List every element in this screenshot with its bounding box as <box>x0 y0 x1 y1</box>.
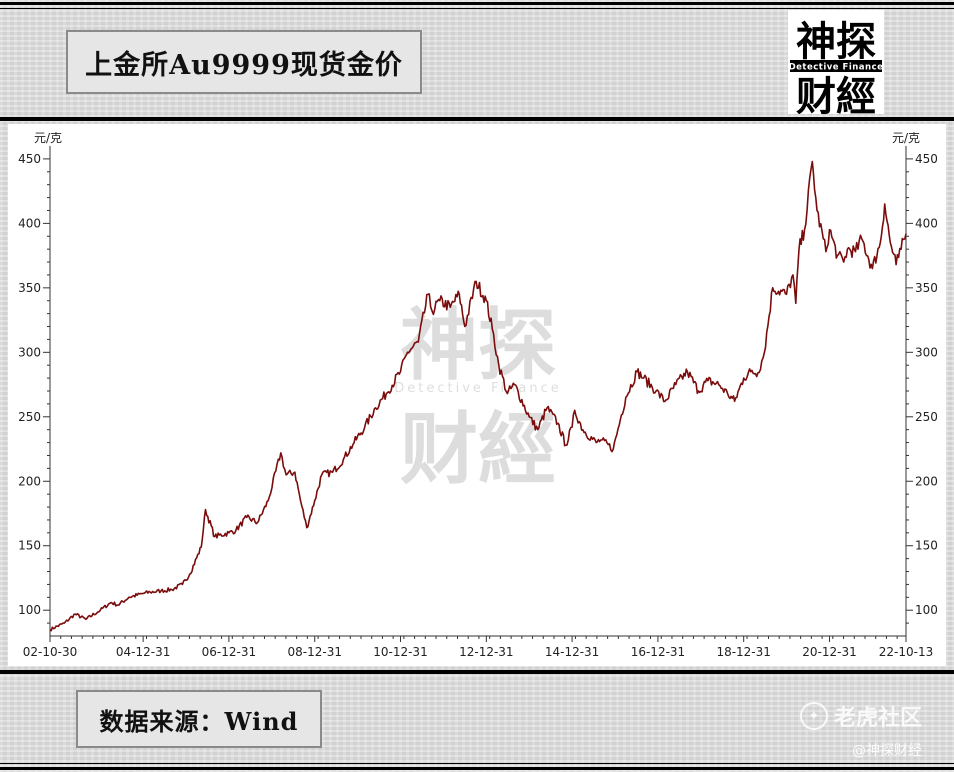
logo-bottom-text: 财經 <box>796 74 876 114</box>
x-tick-label: 16-12-31 <box>631 645 685 659</box>
x-tick-label: 18-12-31 <box>716 645 770 659</box>
logo-band <box>790 60 882 72</box>
left-tick-label: 150 <box>18 539 41 553</box>
left-tick-label: 400 <box>18 216 41 230</box>
left-tick-label: 100 <box>18 603 41 617</box>
left-tick-label: 300 <box>18 345 41 359</box>
chart-watermark-logo: 神探 Detective Finance 财經 <box>394 301 562 495</box>
left-tick-label: 200 <box>18 474 41 488</box>
left-tick-label: 450 <box>18 152 41 166</box>
brand-logo: 神探 Detective Finance 财經 <box>788 10 884 120</box>
x-tick-label: 04-12-31 <box>116 645 170 659</box>
bottom-border-thin <box>0 763 954 764</box>
right-tick-label: 100 <box>915 603 938 617</box>
x-tick-label: 10-12-31 <box>373 645 427 659</box>
left-tick-label: 350 <box>18 281 41 295</box>
chart-watermark-bottom: 财經 <box>400 405 556 495</box>
x-tick-label: 06-12-31 <box>202 645 256 659</box>
right-tick-label: 150 <box>915 539 938 553</box>
x-tick-label: 12-12-31 <box>459 645 513 659</box>
x-tick-label: 20-12-31 <box>802 645 856 659</box>
bottom-border-line <box>0 767 954 770</box>
logo-band-text: Detective Finance <box>789 63 884 73</box>
x-tick-label: 14-12-31 <box>545 645 599 659</box>
gold-price-series-line <box>49 160 907 632</box>
community-watermark-text: 老虎社区 <box>834 706 923 731</box>
paw-icon: ✦ <box>800 702 828 730</box>
chart-watermark-band: Detective Finance <box>394 381 562 396</box>
chart-panel: 神探 Detective Finance 财經 元/克 元/克 100 100 15… <box>8 124 946 666</box>
author-handle: @神探财经 <box>852 743 922 759</box>
chart-watermark-top: 神探 <box>400 301 556 391</box>
top-border-line <box>0 2 954 5</box>
left-axis-unit: 元/克 <box>34 131 62 145</box>
right-tick-label: 300 <box>915 345 938 359</box>
left-tick-label: 250 <box>18 410 41 424</box>
right-tick-label: 250 <box>915 410 938 424</box>
x-tick-label: 22-10-13 <box>879 645 933 659</box>
right-tick-label: 450 <box>915 152 938 166</box>
header-divider <box>0 117 954 121</box>
right-tick-label: 200 <box>915 474 938 488</box>
right-tick-label: 400 <box>915 216 938 230</box>
chart-title: 上金所Au9999现货金价 <box>66 30 422 94</box>
chart-axes: 100 100 150 150 200 200 250 250 300 300 350 350 400 4… <box>18 146 938 659</box>
community-watermark: ✦ 老虎社区 <box>800 700 922 732</box>
data-source-label: 数据来源：Wind <box>76 690 322 748</box>
line-chart: 神探 Detective Finance 财經 元/克 元/克 100 100 15… <box>18 131 938 659</box>
right-axis-unit: 元/克 <box>892 131 920 145</box>
x-tick-label: 02-10-30 <box>23 645 77 659</box>
x-tick-label: 08-12-31 <box>288 645 342 659</box>
right-tick-label: 350 <box>915 281 938 295</box>
footer-divider <box>0 670 954 674</box>
logo-top-text: 神探 <box>796 19 876 65</box>
top-border-thin <box>0 8 954 9</box>
